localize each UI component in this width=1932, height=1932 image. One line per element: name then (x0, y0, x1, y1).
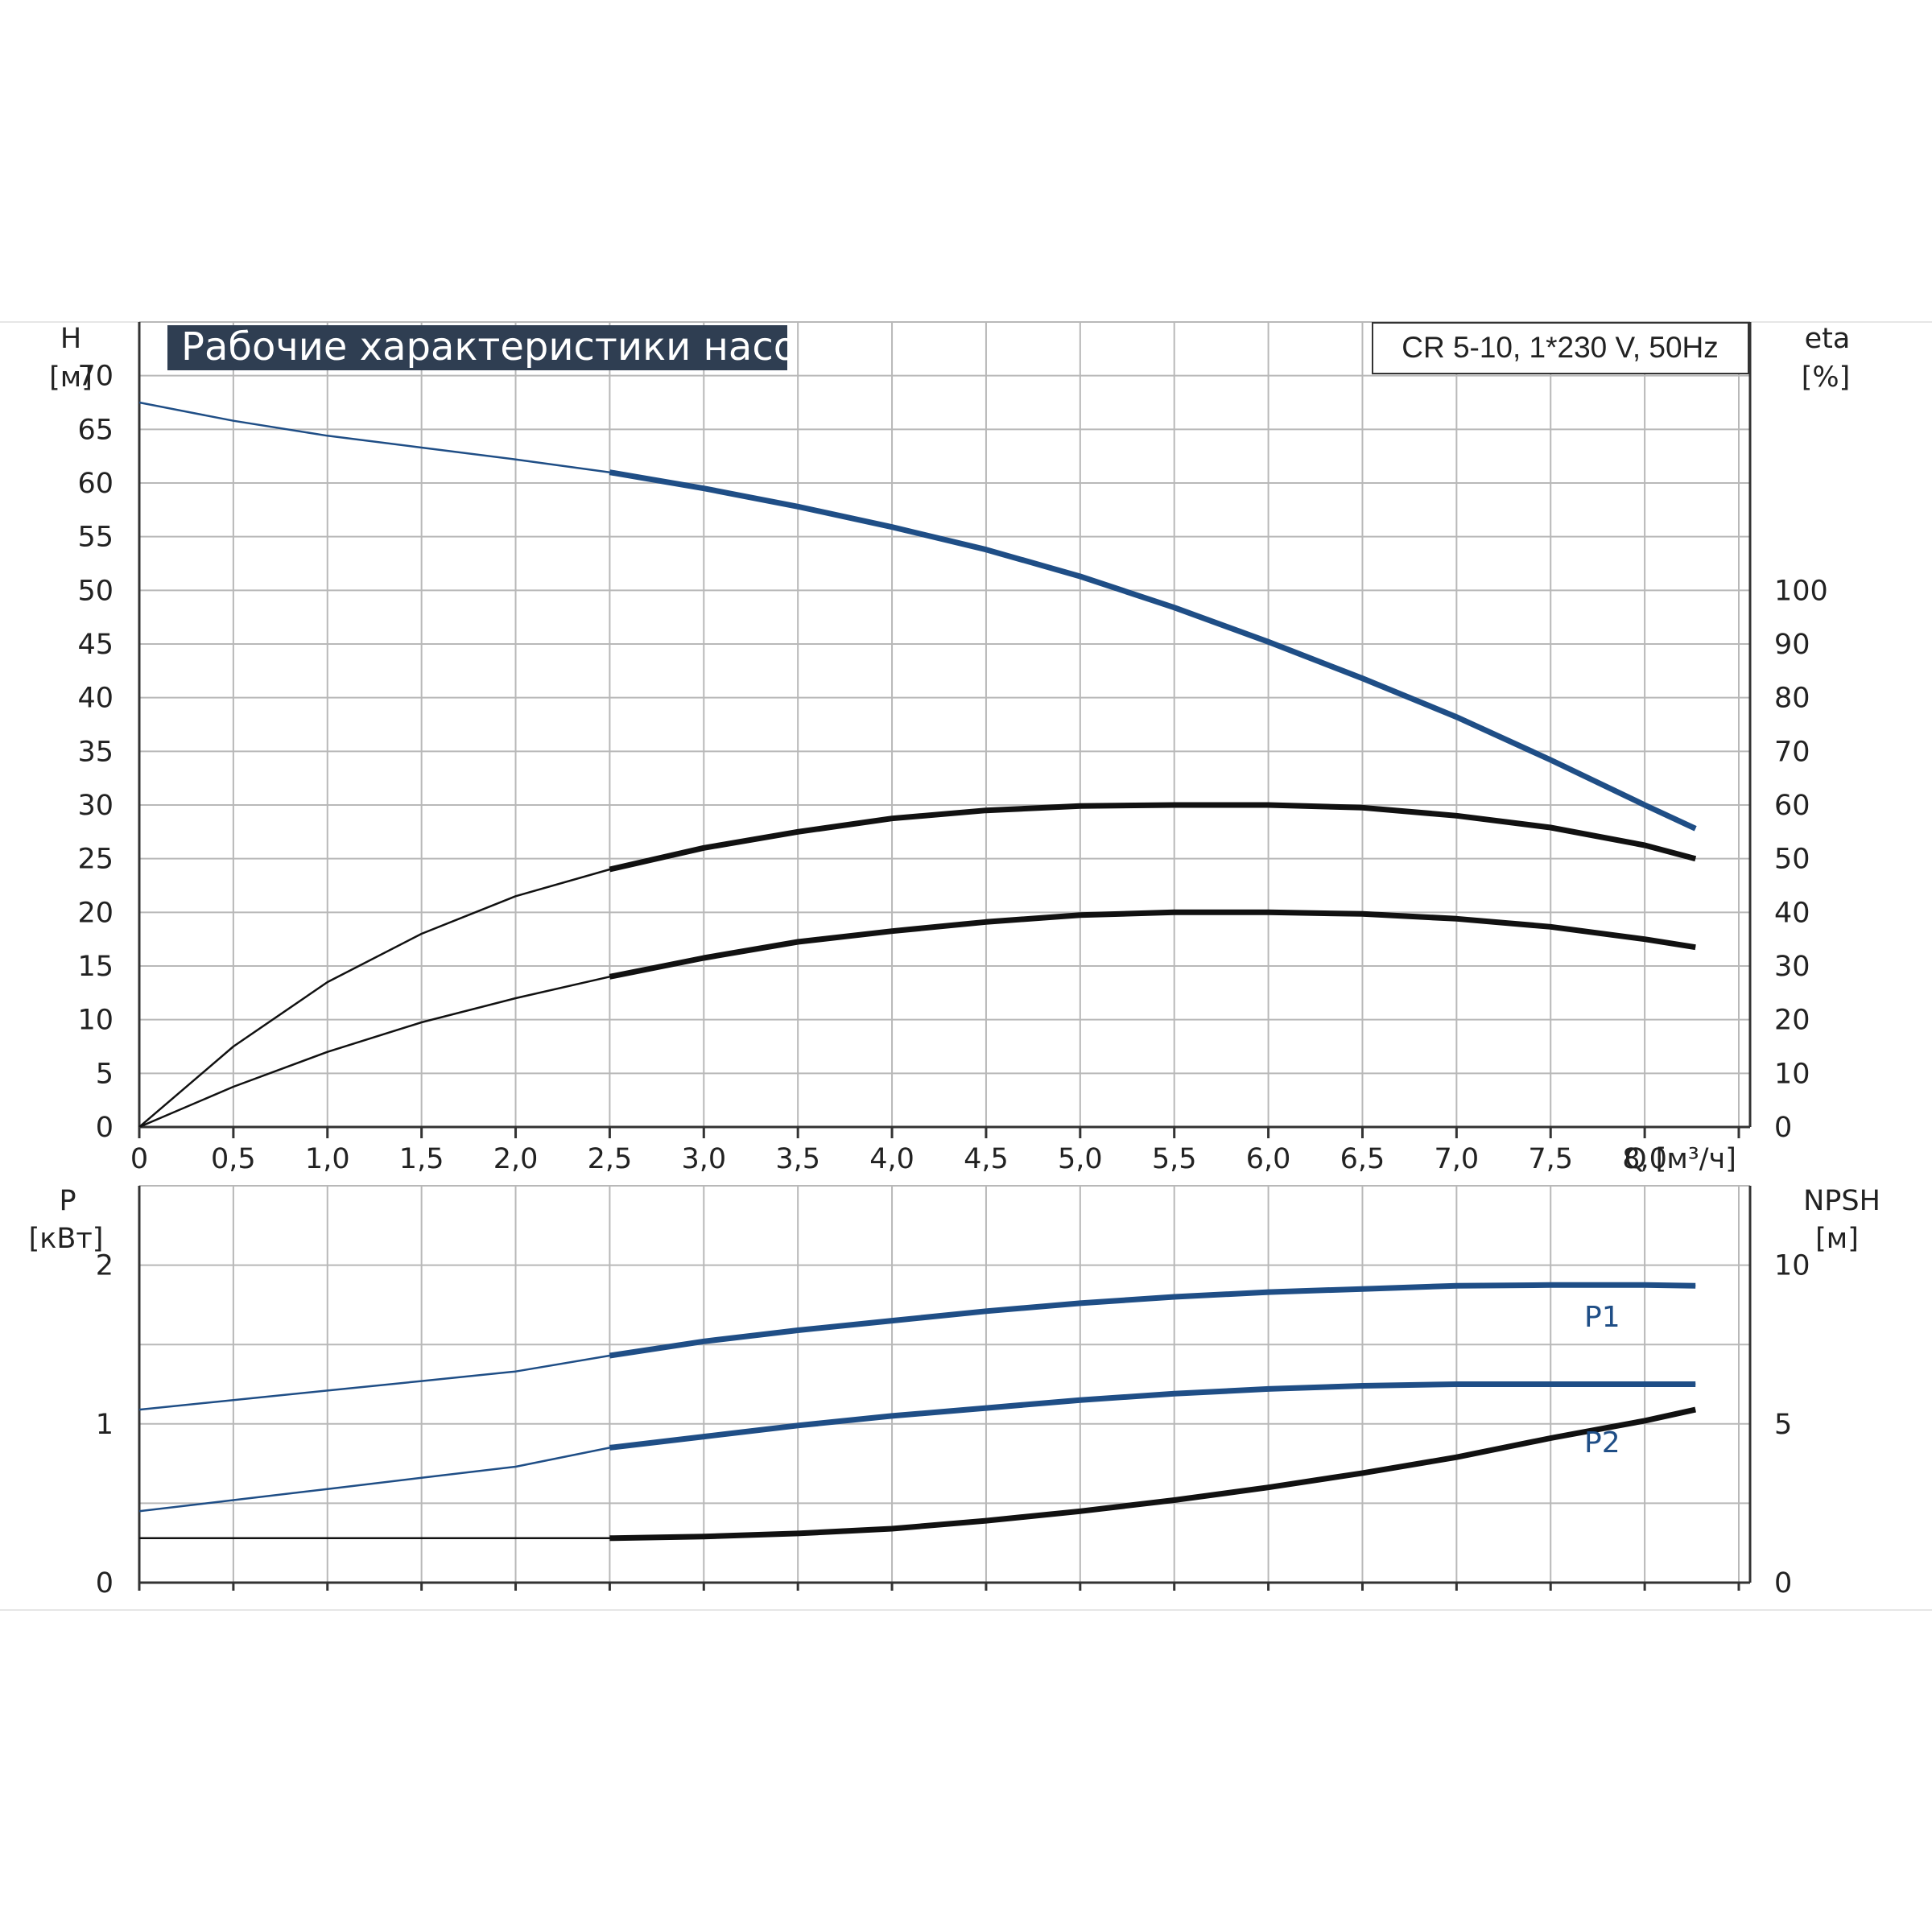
h-tick-label: 40 (77, 683, 114, 715)
head-efficiency-chart: 0 0,5 1,0 1,5 2,0 2,5 3,0 3,5 4,0 4,5 5,0 5,5 6,0 6,5… (49, 321, 1851, 1175)
npsh-axis-name: NPSH (1803, 1185, 1880, 1217)
p-axis-unit: [кВт] (29, 1223, 104, 1255)
npsh-curve-thin (139, 1408, 1696, 1540)
eta-tick-label: 20 (1774, 1005, 1810, 1037)
h-tick-labels: 0 5 10 15 20 25 30 35 40 45 50 55 60 65 70 (77, 361, 114, 1144)
h-tick-label: 60 (77, 468, 114, 500)
x-tick-label: 6,0 (1246, 1143, 1291, 1175)
h-tick-label: 35 (77, 736, 114, 768)
h-tick-label: 50 (77, 575, 114, 607)
p-tick-label: 1 (96, 1409, 114, 1441)
npsh-axis-unit: [м] (1815, 1223, 1859, 1255)
eta_total-curve-bold (609, 909, 1696, 980)
eta-tick-label: 50 (1774, 844, 1810, 876)
x-tick-label: 5,5 (1152, 1143, 1197, 1175)
x-tick-label: 5,0 (1058, 1143, 1103, 1175)
top-curves (138, 401, 1697, 1129)
eta-curve-bold (609, 802, 1697, 873)
h-tick-label: 10 (77, 1005, 114, 1037)
eta-tick-label: 60 (1774, 790, 1810, 822)
eta-tick-label: 30 (1774, 951, 1810, 983)
p-tick-labels: 0 1 2 (96, 1250, 114, 1600)
p1-curve-bold (609, 1282, 1696, 1359)
eta-tick-label: 90 (1774, 629, 1810, 661)
p2-series-label: P2 (1584, 1426, 1620, 1459)
h-tick-label: 0 (96, 1112, 114, 1144)
bottom-curves (138, 1282, 1696, 1542)
npsh-curve-bold (609, 1406, 1696, 1542)
h-tick-label: 55 (77, 522, 114, 554)
eta-tick-labels: 0 10 20 30 40 50 60 70 80 90 100 (1774, 575, 1828, 1144)
eta-tick-label: 10 (1774, 1058, 1810, 1090)
x-tick-label: 7,5 (1528, 1143, 1573, 1175)
x-tick-label: 6,5 (1340, 1143, 1385, 1175)
h-tick-label: 70 (77, 361, 114, 393)
h-tick-label: 20 (77, 897, 114, 929)
x-tick-label: 8,0 (1622, 1143, 1667, 1175)
model-box (1372, 322, 1749, 374)
x-tick-label: 1,5 (399, 1143, 444, 1175)
h-tick-label: 25 (77, 844, 114, 876)
npsh-tick-labels: 0 5 10 (1774, 1250, 1810, 1600)
x-tick-labels: 0 0,5 1,0 1,5 2,0 2,5 3,0 3,5 4,0 4,5 5,0 5,5 6,0 6,5… (130, 1143, 1667, 1175)
top-grid (138, 321, 1752, 1129)
h-axis-name: H (60, 323, 81, 355)
x-tick-label: 4,0 (869, 1143, 914, 1175)
h-tick-label: 45 (77, 629, 114, 661)
eta-axis-name: eta (1805, 323, 1851, 355)
x-tick-label: 3,0 (681, 1143, 726, 1175)
eta-axis-unit: [%] (1802, 361, 1851, 394)
h-tick-label: 5 (96, 1058, 114, 1090)
p-axis-name: P (59, 1185, 76, 1217)
x-tick-label: 2,5 (588, 1143, 633, 1175)
power-npsh-chart: 0 1 2 0 5 10 P [кВт] NPSH [м] P1 P2 (29, 1185, 1880, 1600)
head-curve-thin (138, 401, 1696, 830)
p-tick-label: 2 (96, 1250, 114, 1282)
x-tick-label: 1,0 (305, 1143, 350, 1175)
p1-curve-thin (138, 1284, 1696, 1411)
h-tick-label: 15 (77, 951, 114, 983)
eta-tick-label: 0 (1774, 1112, 1792, 1144)
chart-title: Рабочие характеристики насоса (181, 324, 842, 369)
x-tick-label: 2,0 (493, 1143, 539, 1175)
h-tick-label: 30 (77, 790, 114, 822)
top-ticks (138, 1127, 1740, 1138)
pump-model: CR 5-10, 1*230 V, 50Hz (1402, 331, 1719, 364)
head-curve-bold (609, 469, 1697, 832)
x-tick-label: 3,5 (775, 1143, 820, 1175)
title-box (167, 325, 787, 370)
npsh-tick-label: 10 (1774, 1250, 1810, 1282)
p1-series-label: P1 (1584, 1301, 1620, 1334)
x-tick-label: 7,0 (1435, 1143, 1480, 1175)
x-tick-label: 0,5 (211, 1143, 256, 1175)
x-tick-label: 0 (130, 1143, 148, 1175)
h-axis-unit: [м] (49, 361, 93, 394)
eta-tick-label: 40 (1774, 897, 1810, 929)
eta-tick-label: 80 (1774, 683, 1810, 715)
eta-tick-label: 100 (1774, 575, 1828, 607)
x-tick-label: 4,5 (964, 1143, 1009, 1175)
h-tick-label: 65 (77, 414, 114, 446)
p-tick-label: 0 (96, 1567, 114, 1600)
npsh-tick-label: 5 (1774, 1409, 1792, 1441)
eta-tick-label: 70 (1774, 736, 1810, 768)
npsh-tick-label: 0 (1774, 1567, 1792, 1600)
p2-curve-thin (138, 1383, 1696, 1513)
p2-curve-bold (609, 1381, 1696, 1451)
q-axis-label: Q [м³/ч] (1624, 1143, 1736, 1175)
bottom-grid (138, 1185, 1752, 1591)
